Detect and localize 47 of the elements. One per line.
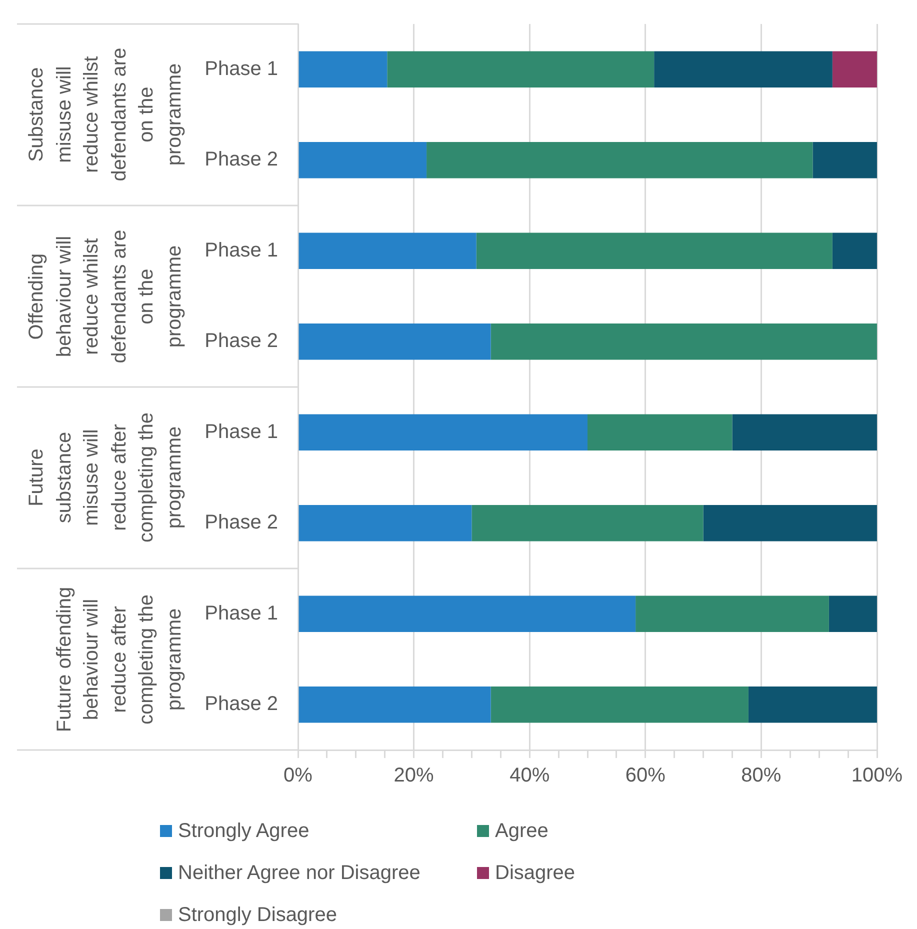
- bar: [812, 142, 877, 178]
- legend-label: Neither Agree nor Disagree: [178, 862, 420, 884]
- bar: [298, 596, 636, 632]
- x-tick-label: 60%: [625, 764, 666, 787]
- bar: [476, 232, 832, 270]
- bar: [636, 596, 829, 632]
- bar: [298, 686, 491, 723]
- bar: [828, 596, 877, 632]
- bar: [490, 686, 748, 723]
- bar: [472, 504, 704, 542]
- bar: [298, 414, 588, 451]
- text: Offending behaviour will reduce whilst defendants are on the programme: [24, 228, 186, 365]
- legend-label: Disagree: [495, 862, 576, 884]
- y-tick-label: Phase 2: [204, 693, 278, 716]
- bar: [732, 414, 877, 451]
- bar: [298, 142, 427, 178]
- legend-label: Strongly Disagree: [178, 904, 337, 926]
- y-tick-label: Phase 1: [204, 420, 278, 443]
- bar: [298, 504, 472, 542]
- bar: [748, 686, 877, 723]
- legend-label: Agree: [495, 820, 548, 842]
- text: Future offending behaviour will reduce after completing the programme: [52, 586, 186, 734]
- bar: [426, 142, 813, 178]
- text: Future substance misuse will reduce after completing the programme: [24, 412, 186, 545]
- x-tick-label: 80%: [741, 764, 782, 787]
- x-tick-label: 100%: [851, 764, 903, 787]
- y-tick-label: Phase 1: [204, 602, 278, 624]
- bar: [490, 323, 877, 360]
- bar: [298, 232, 476, 270]
- bar: [832, 51, 877, 88]
- bar: [654, 51, 832, 88]
- x-tick-label: 0%: [284, 764, 313, 787]
- y-tick-label: Phase 2: [204, 330, 278, 352]
- bar: [298, 323, 491, 360]
- y-tick-label: Phase 2: [204, 148, 278, 171]
- y-tick-label: Phase 1: [204, 58, 278, 80]
- bar: [387, 51, 654, 88]
- bar: [588, 414, 732, 451]
- legend-label: Strongly Agree: [178, 820, 310, 842]
- bar: [703, 504, 877, 542]
- y-tick-label: Phase 2: [204, 512, 278, 534]
- y-tick-label: Phase 1: [204, 239, 278, 262]
- x-tick-label: 20%: [394, 764, 434, 787]
- bar: [832, 232, 877, 270]
- x-tick-label: 40%: [510, 764, 550, 787]
- text: Substance misuse will reduce whilst defendants are on the programme: [24, 47, 186, 184]
- bar: [298, 51, 388, 88]
